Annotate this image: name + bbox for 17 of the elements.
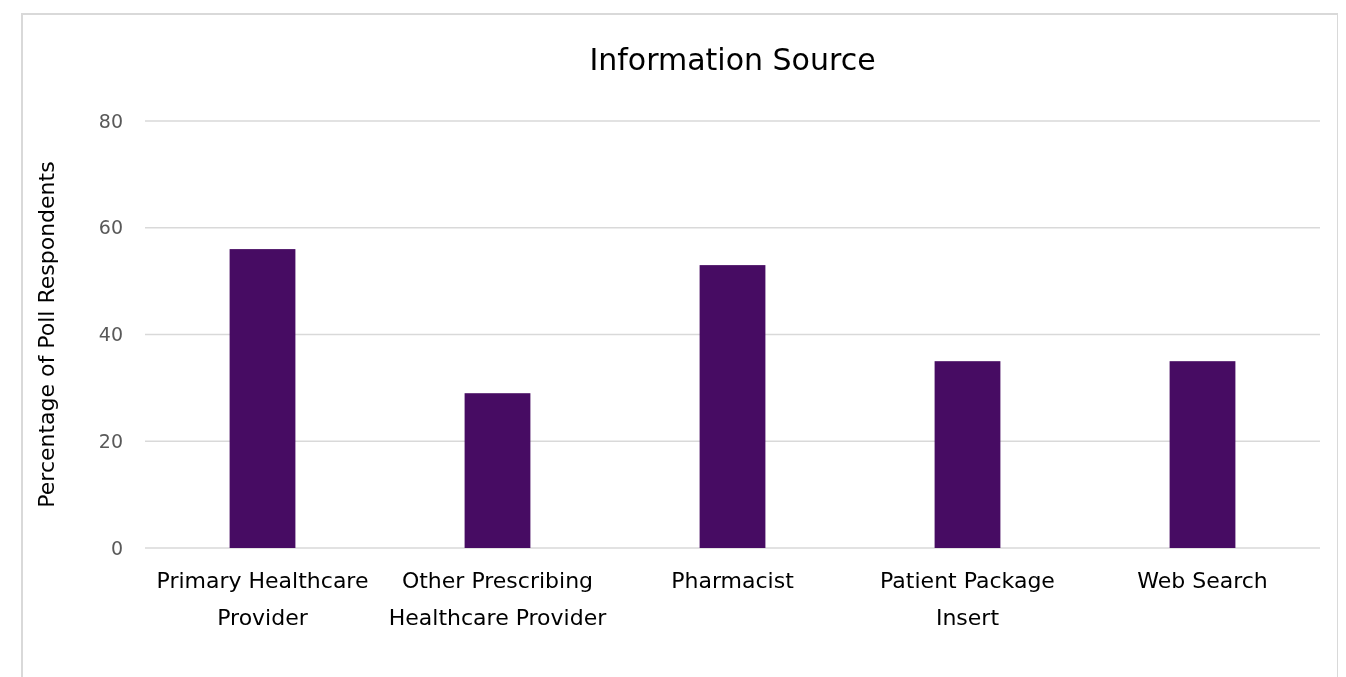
bar (934, 361, 1001, 548)
x-tick-label: Patient Package Insert (880, 568, 1055, 630)
x-tick-label: Pharmacist (671, 568, 795, 593)
y-tick-label: 60 (98, 216, 123, 239)
x-tick-label: Primary Healthcare Provider (156, 568, 369, 630)
bar (1169, 361, 1236, 548)
y-tick-label: 20 (98, 429, 123, 452)
bar (229, 249, 296, 548)
chart-title: Information Source (589, 42, 876, 77)
x-tick-label: Other Prescribing Healthcare Provider (388, 568, 608, 630)
bar (699, 265, 766, 548)
y-tick-label: 40 (98, 323, 123, 346)
y-tick-label: 80 (98, 109, 123, 132)
bar (464, 393, 531, 548)
y-axis-title: Percentage of Poll Respondents (34, 161, 59, 508)
y-tick-label: 0 (110, 536, 123, 559)
x-tick-label: Web Search (1137, 568, 1268, 593)
